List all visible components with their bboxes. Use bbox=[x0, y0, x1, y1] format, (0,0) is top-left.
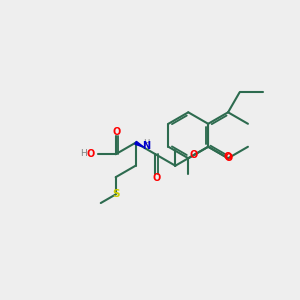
Text: O: O bbox=[224, 152, 232, 162]
Text: O: O bbox=[190, 150, 198, 161]
Text: H: H bbox=[80, 149, 86, 158]
Text: O: O bbox=[152, 173, 161, 183]
Text: O: O bbox=[225, 153, 233, 163]
Text: H: H bbox=[143, 139, 149, 148]
Polygon shape bbox=[135, 141, 144, 147]
Text: S: S bbox=[112, 189, 119, 200]
Text: O: O bbox=[113, 127, 121, 137]
Text: N: N bbox=[142, 141, 150, 152]
Text: O: O bbox=[87, 148, 95, 159]
